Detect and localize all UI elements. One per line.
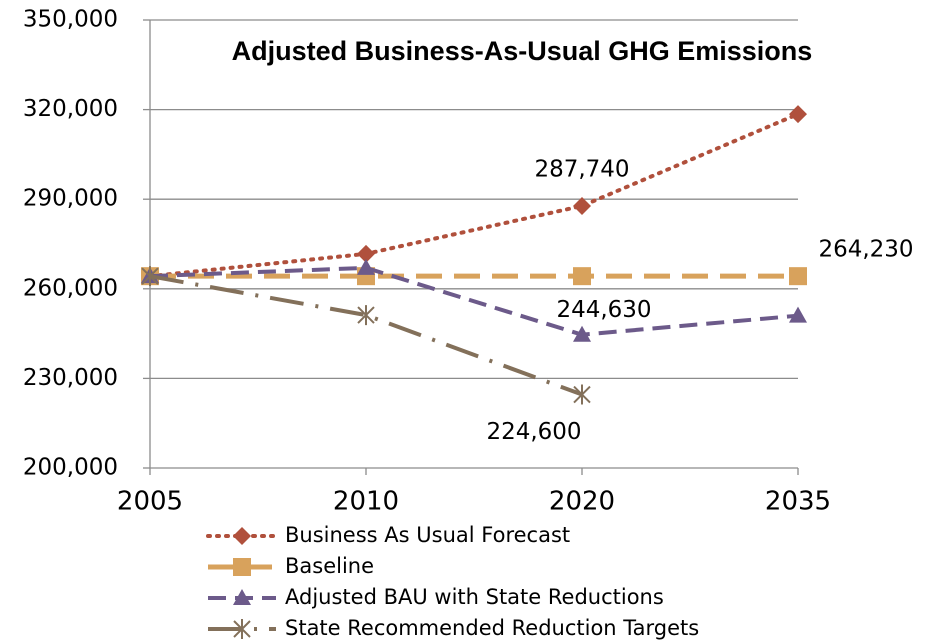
marker-triangle bbox=[573, 325, 591, 342]
series-line bbox=[149, 274, 583, 397]
legend-label: State Recommended Reduction Targets bbox=[285, 616, 699, 640]
series-line bbox=[148, 112, 800, 279]
marker-diamond bbox=[233, 527, 251, 545]
x-tick-label: 2035 bbox=[765, 487, 831, 517]
y-tick-label: 320,000 bbox=[23, 96, 118, 122]
marker-triangle bbox=[357, 258, 375, 275]
legend-item: Business As Usual Forecast bbox=[206, 523, 570, 547]
marker-asterisk bbox=[573, 384, 591, 405]
legend-label: Business As Usual Forecast bbox=[285, 523, 570, 547]
legend-label: Baseline bbox=[285, 554, 374, 578]
y-tick-label: 260,000 bbox=[23, 275, 118, 301]
legend-item: Adjusted BAU with State Reductions bbox=[208, 585, 664, 609]
marker-asterisk bbox=[233, 619, 251, 639]
legend-item: Baseline bbox=[208, 554, 374, 578]
x-tick-label: 2020 bbox=[549, 487, 615, 517]
chart-title: Adjusted Business-As-Usual GHG Emissions bbox=[232, 36, 813, 66]
x-tick-label: 2010 bbox=[333, 487, 399, 517]
marker-diamond bbox=[573, 196, 591, 215]
y-tick-label: 200,000 bbox=[23, 455, 118, 481]
y-tick-label: 350,000 bbox=[23, 7, 118, 33]
marker-triangle bbox=[233, 589, 251, 605]
marker-asterisk bbox=[141, 266, 159, 287]
marker-asterisk bbox=[357, 305, 375, 326]
x-tick-label: 2005 bbox=[117, 487, 183, 517]
data-label: 244,630 bbox=[556, 297, 651, 323]
marker-triangle bbox=[789, 306, 807, 323]
y-tick-label: 230,000 bbox=[23, 365, 118, 391]
marker-square bbox=[573, 267, 591, 286]
series-line bbox=[149, 265, 799, 337]
y-tick-label: 290,000 bbox=[23, 186, 118, 212]
legend-item: State Recommended Reduction Targets bbox=[208, 616, 699, 640]
marker-diamond bbox=[789, 105, 807, 124]
marker-square bbox=[789, 267, 807, 286]
data-label: 224,600 bbox=[486, 419, 581, 445]
marker-diamond bbox=[357, 244, 375, 263]
data-label: 287,740 bbox=[534, 156, 629, 182]
marker-square bbox=[233, 558, 251, 576]
legend-label: Adjusted BAU with State Reductions bbox=[285, 585, 664, 609]
data-label: 264,230 bbox=[818, 237, 913, 263]
